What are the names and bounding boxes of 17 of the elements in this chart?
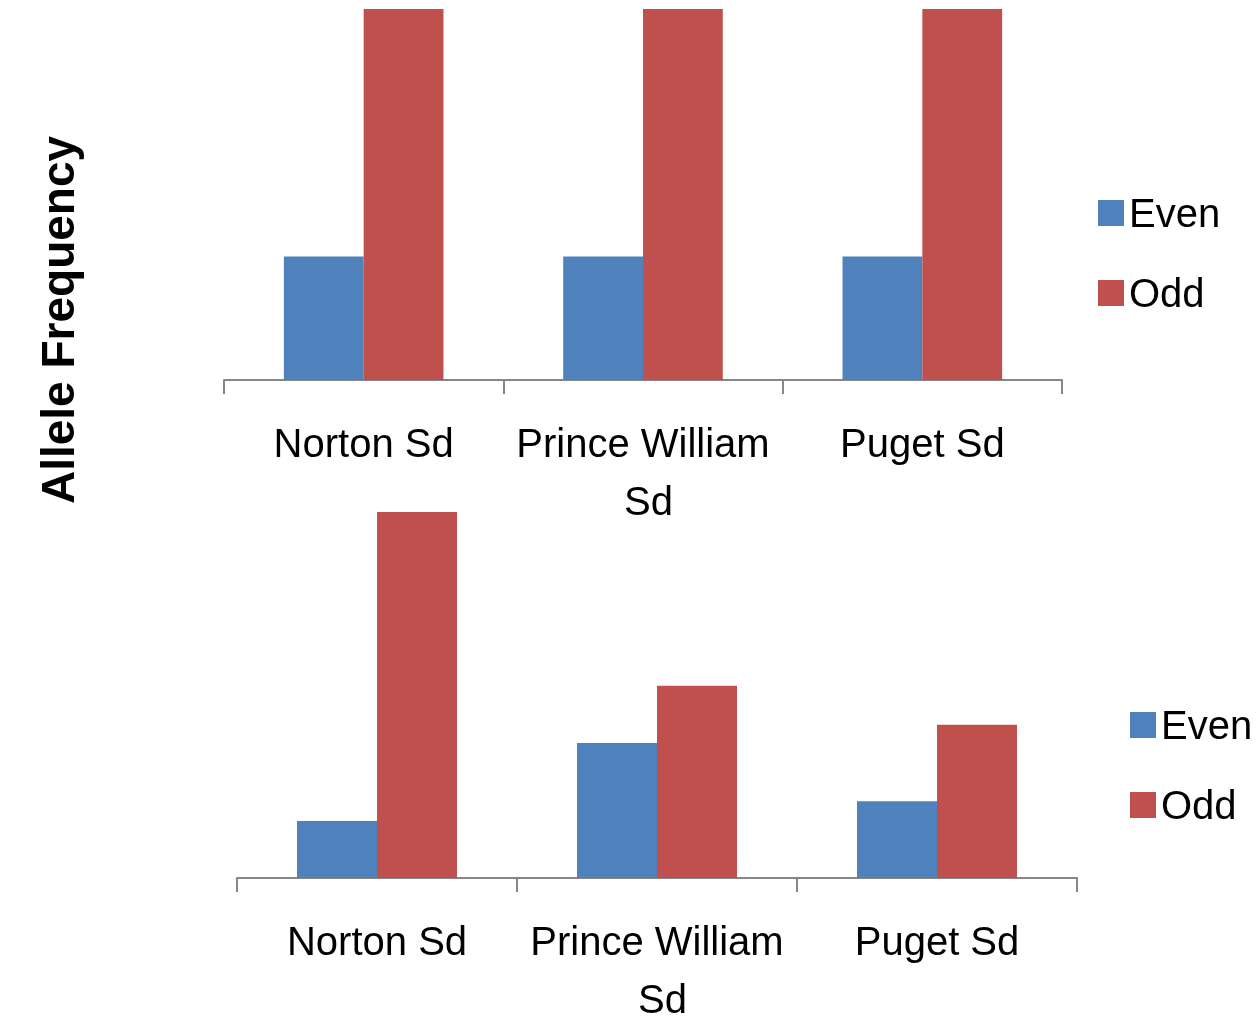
- x-tick-label: Prince William Sd: [530, 919, 784, 1021]
- bar: [857, 801, 937, 878]
- x-tick-label: Norton Sd: [286, 919, 468, 963]
- x-tick-label: Puget Sd: [854, 919, 1020, 963]
- bar: [657, 685, 737, 878]
- bar: [377, 512, 457, 878]
- legend-label: Odd: [1161, 783, 1237, 827]
- x-tick-label: Norton Sd: [273, 421, 454, 465]
- y-axis-title: Allele Frequency: [32, 135, 84, 505]
- x-tick-label: Puget Sd: [840, 421, 1005, 465]
- legend-label: Even: [1129, 191, 1221, 235]
- bar: [937, 724, 1017, 878]
- legend-label: Odd: [1129, 271, 1205, 315]
- bar: [297, 820, 377, 878]
- legend-label: Even: [1161, 703, 1253, 747]
- x-tick-label: Prince William Sd: [516, 421, 770, 523]
- bar: [577, 742, 657, 878]
